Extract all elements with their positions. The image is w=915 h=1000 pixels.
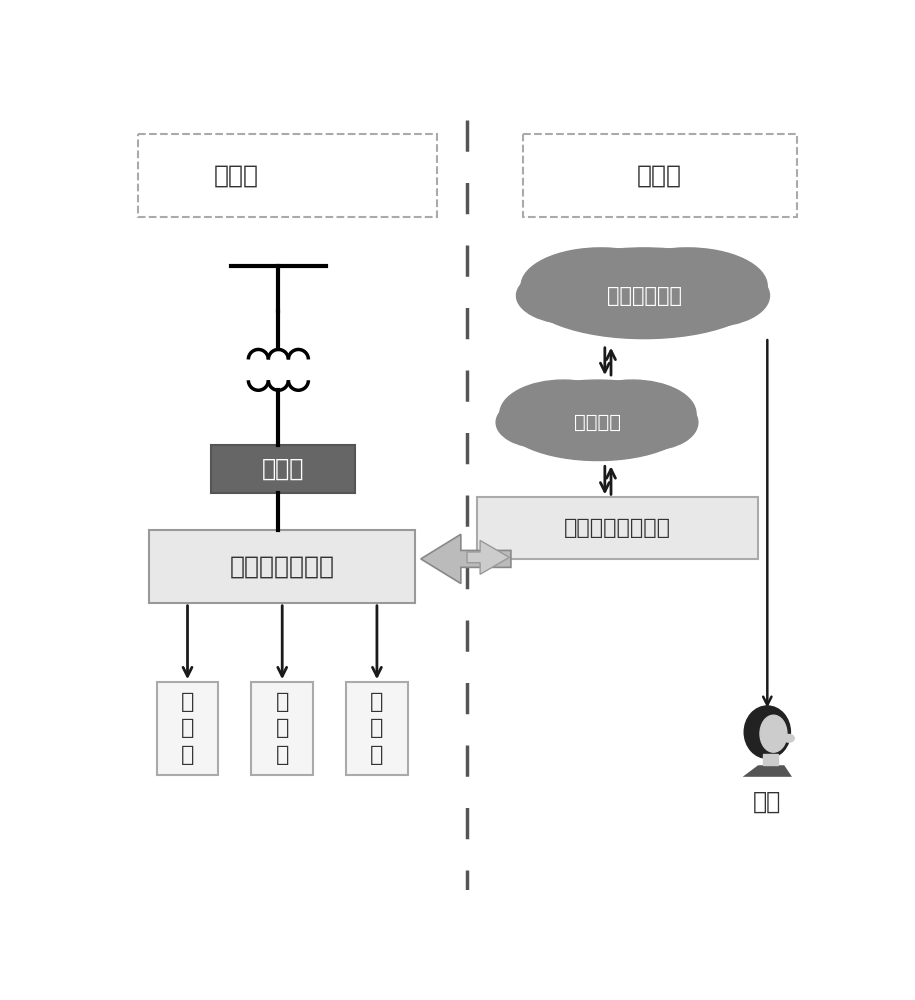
Text: 智慧控制系统: 智慧控制系统 (607, 286, 682, 306)
Bar (763, 754, 778, 765)
Text: 充
电
桩: 充 电 桩 (371, 692, 383, 765)
Bar (149, 530, 414, 603)
Bar (477, 497, 758, 559)
Text: 配电柜: 配电柜 (262, 457, 304, 481)
Text: 充电设施控制器: 充电设施控制器 (230, 554, 334, 578)
Polygon shape (743, 765, 792, 777)
Ellipse shape (524, 248, 764, 339)
Ellipse shape (569, 380, 696, 448)
Ellipse shape (783, 734, 794, 742)
Ellipse shape (760, 715, 787, 752)
Ellipse shape (502, 380, 694, 461)
Ellipse shape (545, 383, 651, 430)
Ellipse shape (651, 265, 770, 327)
Bar (252, 682, 313, 774)
Ellipse shape (744, 706, 791, 758)
Bar (346, 682, 408, 774)
Bar (138, 134, 437, 217)
Text: 台区智能融合终端: 台区智能融合终端 (564, 518, 671, 538)
Ellipse shape (521, 248, 681, 324)
Ellipse shape (603, 395, 698, 450)
Ellipse shape (559, 273, 684, 335)
Polygon shape (467, 540, 510, 574)
Ellipse shape (530, 402, 630, 457)
Text: 充
电
桩: 充 电 桩 (181, 692, 194, 765)
Text: 用户: 用户 (753, 789, 781, 813)
Text: 信息侧: 信息侧 (637, 163, 682, 187)
Text: 服务主站: 服务主站 (575, 413, 621, 432)
Bar (523, 134, 797, 217)
Ellipse shape (525, 382, 662, 450)
Ellipse shape (553, 250, 724, 327)
Ellipse shape (496, 397, 587, 448)
Text: 充
电
桩: 充 电 桩 (275, 692, 289, 765)
Text: 电力侧: 电力侧 (213, 163, 259, 187)
Ellipse shape (608, 248, 767, 324)
Ellipse shape (568, 402, 668, 457)
Ellipse shape (578, 252, 710, 304)
Ellipse shape (516, 267, 630, 324)
Ellipse shape (607, 273, 732, 335)
Ellipse shape (500, 380, 627, 448)
Bar (210, 445, 355, 493)
Bar (156, 682, 219, 774)
Polygon shape (421, 534, 511, 584)
